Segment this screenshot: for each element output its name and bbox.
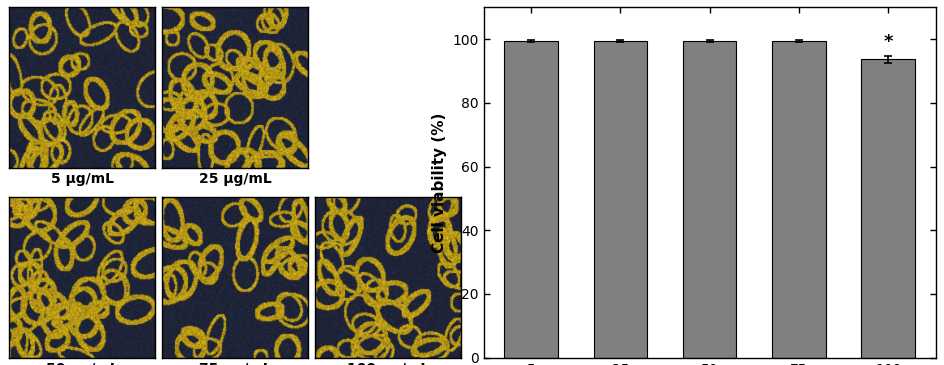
Bar [593, 41, 647, 358]
Bar [504, 41, 557, 358]
Bar [771, 41, 825, 358]
X-axis label: 75 µg/mL: 75 µg/mL [199, 362, 271, 365]
Y-axis label: Cell viability (%): Cell viability (%) [431, 112, 447, 253]
Bar [683, 41, 735, 358]
Text: *: * [883, 33, 892, 51]
X-axis label: 100 µg/mL: 100 µg/mL [346, 362, 429, 365]
X-axis label: 50 µg/mL: 50 µg/mL [46, 362, 119, 365]
X-axis label: 25 µg/mL: 25 µg/mL [199, 172, 272, 186]
X-axis label: 5 µg/mL: 5 µg/mL [51, 172, 113, 186]
Bar [861, 59, 914, 358]
